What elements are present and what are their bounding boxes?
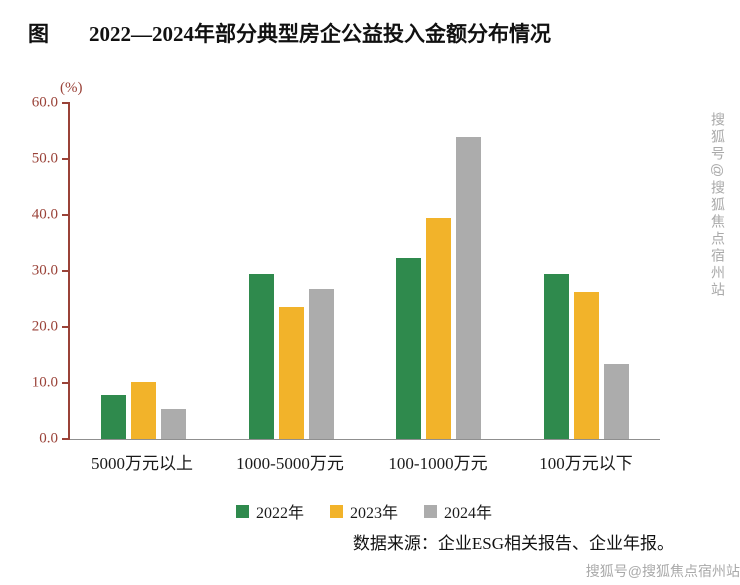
watermark-horizontal: 搜狐号@搜狐焦点宿州站 (585, 563, 740, 579)
legend-label-1: 2023年 (349, 505, 398, 522)
y-axis-tick-mark (62, 214, 70, 216)
y-axis-tick-mark (62, 158, 70, 160)
y-axis-tick-mark (62, 438, 70, 440)
x-axis-label-2: 100-1000万元 (388, 454, 488, 473)
y-axis-tick-label: 40.0 (31, 206, 58, 223)
legend-swatch-0 (235, 504, 249, 518)
y-axis-tick-mark (62, 102, 70, 104)
bar-group-0 (70, 103, 218, 439)
legend-swatch-2 (424, 504, 437, 518)
legend-item-2: 2024年 (424, 499, 492, 523)
legend-swatch-1 (329, 504, 343, 518)
y-axis-ticks: 60.0 50.0 40.0 30.0 20.0 10.0 0.0 (32, 95, 660, 446)
bar-series-2-category-0 (161, 408, 187, 439)
y-axis-tick-label: 50.0 (31, 150, 58, 167)
y-axis-tick-label: 30.0 (31, 262, 58, 279)
bar-groups (70, 103, 660, 439)
watermark-vertical: 搜狐号@搜狐焦点宿州站 (710, 112, 726, 300)
x-axis-label-0: 5000万元以上 (91, 454, 193, 473)
bar-series-1-category-2 (426, 218, 452, 439)
y-axis-tick-mark (62, 382, 70, 384)
bar-series-2-category-2 (456, 137, 482, 439)
x-axis-label-1: 1000-5000万元 (236, 454, 344, 473)
bar-series-0-category-2 (396, 258, 422, 439)
y-axis-tick-label: 20.0 (31, 318, 58, 335)
y-axis-unit-label: (%) (60, 80, 83, 96)
y-axis-tick-mark (62, 326, 70, 328)
legend-label-2: 2024年 (444, 505, 493, 522)
y-axis-tick-mark (62, 270, 70, 272)
bar-series-0-category-3 (543, 273, 569, 439)
chart-title: 图 2022—2024年部分典型房企公益投入金额分布情况 (28, 18, 551, 48)
y-axis-tick-label: 0.0 (39, 430, 58, 447)
x-axis-labels: 5000万元以上 1000-5000万元 100-1000万元 100万元以下 (68, 449, 660, 474)
y-axis-tick-label: 60.0 (31, 94, 58, 111)
bar-group-2 (365, 103, 513, 439)
x-axis-label-3: 100万元以下 (539, 454, 633, 473)
bar-series-2-category-3 (603, 363, 629, 439)
bar-series-0-category-1 (248, 273, 274, 439)
legend-label-0: 2022年 (255, 505, 304, 522)
y-axis-tick-label: 10.0 (31, 374, 58, 391)
data-source-note: 数据来源：企业ESG相关报告、企业年报。 (352, 534, 674, 553)
legend-item-0: 2022年 (235, 499, 304, 523)
plot-area: 60.0 50.0 40.0 30.0 20.0 10.0 0.0 (32, 95, 660, 446)
bar-group-1 (218, 103, 366, 439)
bar-group-3 (513, 103, 661, 439)
legend: 2022年 2023年 2024年 (68, 499, 660, 523)
chart-title-prefix: 图 (28, 22, 49, 46)
legend-item-1: 2023年 (329, 499, 398, 523)
bar-series-1-category-3 (573, 292, 599, 439)
bar-series-0-category-0 (101, 394, 127, 439)
bar-series-1-category-1 (278, 306, 304, 439)
bar-series-1-category-0 (131, 381, 157, 439)
chart-title-text: 2022—2024年部分典型房企公益投入金额分布情况 (89, 22, 551, 46)
bar-series-2-category-1 (308, 288, 334, 439)
